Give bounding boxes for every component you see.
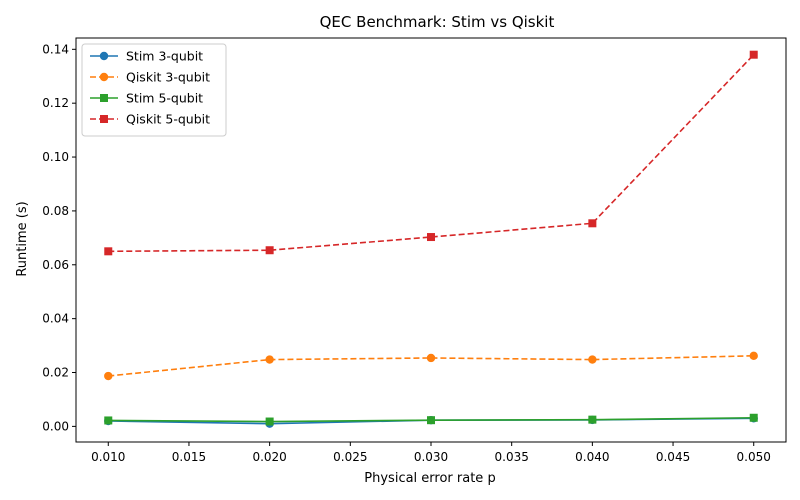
- y-tick-label: 0.10: [42, 150, 69, 164]
- y-tick-label: 0.14: [42, 42, 69, 56]
- y-tick-label: 0.08: [42, 204, 69, 218]
- legend-label: Stim 5-qubit: [126, 91, 203, 106]
- data-point: [749, 351, 758, 361]
- legend-marker: [99, 72, 109, 82]
- x-tick-label: 0.020: [252, 450, 286, 464]
- data-point: [265, 246, 274, 255]
- legend-marker: [100, 94, 108, 102]
- data-point: [588, 355, 597, 364]
- legend-marker: [100, 115, 108, 123]
- y-tick-label: 0.00: [42, 419, 69, 433]
- data-point: [265, 355, 274, 364]
- series-qiskit-5-qubit: [104, 50, 758, 256]
- legend-label: Qiskit 5-qubit: [126, 112, 210, 127]
- data-point: [749, 413, 758, 422]
- data-point: [104, 247, 113, 256]
- x-tick-label: 0.035: [495, 450, 529, 464]
- data-point: [588, 415, 597, 424]
- legend: Stim 3-qubit Qiskit 3-qubit Stim 5-qubit Qi…: [81, 43, 227, 137]
- legend-marker: [99, 51, 109, 61]
- data-point: [427, 233, 435, 242]
- data-point: [426, 353, 436, 363]
- y-tick-label: 0.12: [42, 96, 69, 110]
- legend-box: [81, 43, 227, 137]
- legend-item: Qiskit 5-qubit: [90, 112, 210, 127]
- x-tick-label: 0.045: [656, 450, 690, 464]
- series-qiskit-3-qubit: [104, 351, 758, 381]
- x-tick-label: 0.015: [172, 450, 206, 464]
- chart-title: QEC Benchmark: Stim vs Qiskit: [320, 13, 555, 31]
- y-axis-label: Runtime (s): [15, 201, 30, 276]
- y-tick-label: 0.06: [42, 258, 69, 272]
- data-point: [588, 219, 597, 228]
- series-stim-5-qubit: [104, 413, 758, 426]
- y-tick-label: 0.02: [42, 366, 69, 380]
- legend-item: Qiskit 3-qubit: [90, 70, 210, 85]
- x-tick-label: 0.010: [91, 450, 125, 464]
- series-line: [108, 54, 755, 253]
- data-point: [104, 416, 113, 425]
- x-tick-label: 0.025: [333, 450, 367, 464]
- data-point: [749, 50, 758, 59]
- x-axis-label: Physical error rate p: [364, 471, 495, 486]
- data-point: [104, 371, 113, 381]
- data-point: [427, 416, 435, 425]
- y-tick-label: 0.04: [42, 312, 69, 326]
- plot-area: 0.010 0.015 0.020 0.025 0.030 0.035 0.040 0.045…: [42, 37, 787, 464]
- legend-item: Stim 5-qubit: [90, 91, 203, 106]
- data-point: [265, 417, 274, 426]
- legend-item: Stim 3-qubit: [90, 49, 203, 64]
- x-tick-label: 0.040: [575, 450, 609, 464]
- series-line: [108, 355, 754, 377]
- x-tick-label: 0.030: [414, 450, 448, 464]
- x-tick-label: 0.050: [737, 450, 771, 464]
- legend-label: Stim 3-qubit: [126, 49, 203, 64]
- legend-label: Qiskit 3-qubit: [126, 70, 210, 85]
